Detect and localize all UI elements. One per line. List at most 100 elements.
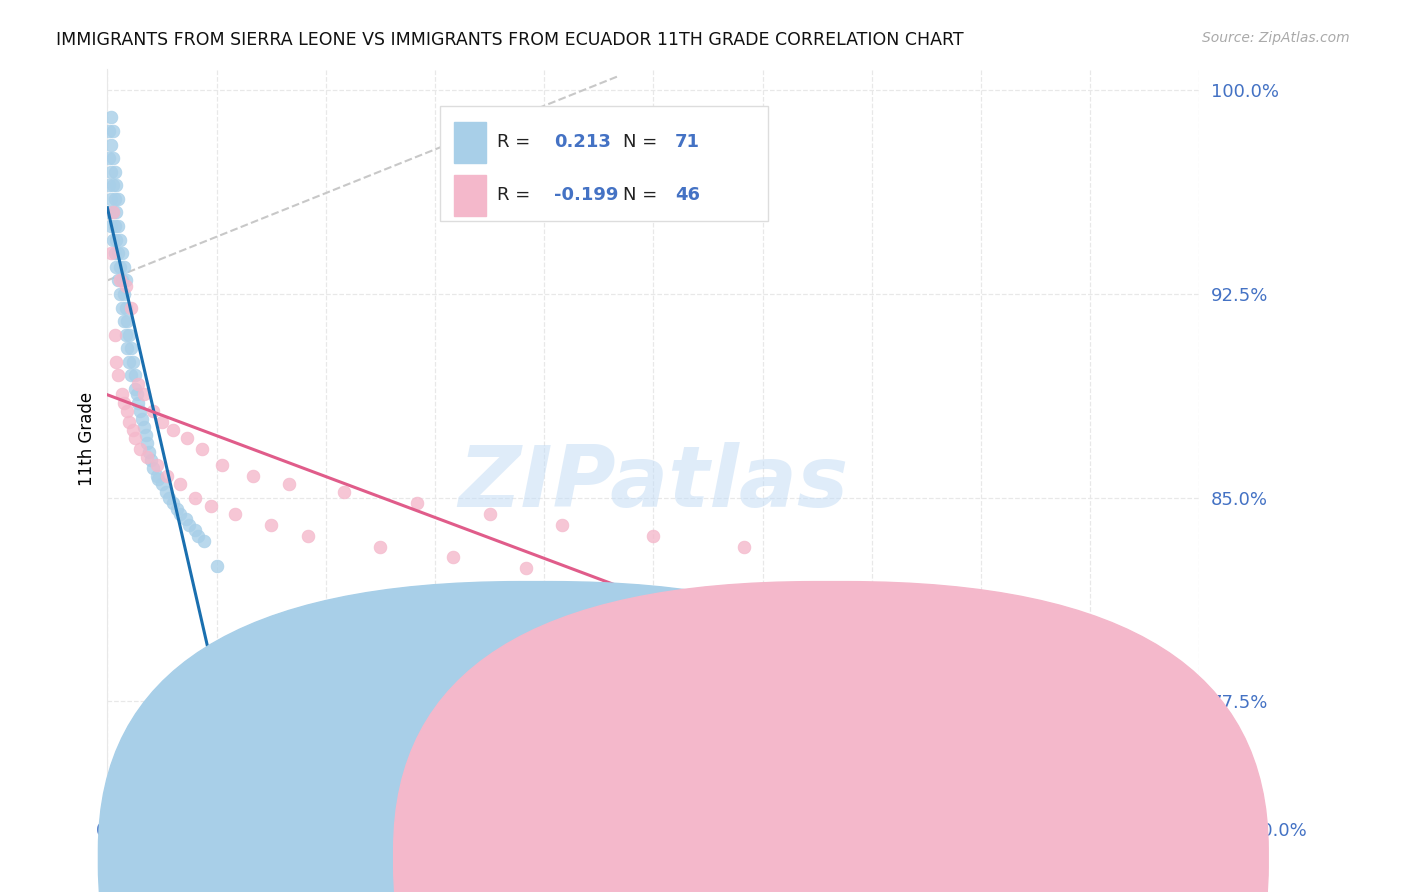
Point: [118, 327, 141, 342]
Point: [405, 496, 427, 510]
Point: [156, 469, 179, 483]
Point: [441, 550, 464, 565]
Point: [135, 428, 157, 442]
Point: [515, 561, 537, 575]
Point: [157, 491, 180, 505]
Point: [101, 233, 124, 247]
Point: [333, 485, 356, 500]
Point: [176, 431, 198, 445]
Point: [150, 477, 173, 491]
Text: Source: ZipAtlas.com: Source: ZipAtlas.com: [1202, 31, 1350, 45]
Point: [150, 415, 173, 429]
Point: [125, 387, 148, 401]
Point: [108, 233, 131, 247]
Point: [111, 273, 134, 287]
Text: 0.213: 0.213: [554, 134, 610, 152]
Point: [107, 246, 129, 260]
Text: N =: N =: [623, 134, 662, 152]
Point: [101, 178, 124, 193]
Point: [114, 273, 136, 287]
Point: [155, 485, 177, 500]
FancyBboxPatch shape: [440, 105, 768, 220]
Point: [166, 501, 188, 516]
Point: [370, 540, 392, 554]
Point: [104, 246, 127, 260]
Point: [101, 205, 124, 219]
Point: [98, 124, 121, 138]
Point: [105, 355, 128, 369]
Point: [114, 278, 136, 293]
Point: [111, 301, 134, 315]
Point: [101, 151, 124, 165]
Point: [136, 450, 159, 464]
Point: [187, 529, 209, 543]
Point: [114, 301, 136, 315]
Point: [100, 219, 122, 233]
Point: [169, 507, 191, 521]
Point: [108, 287, 131, 301]
Point: [200, 499, 222, 513]
Text: ZIPatlas: ZIPatlas: [458, 442, 848, 525]
Y-axis label: 11th Grade: 11th Grade: [79, 392, 96, 486]
Point: [142, 404, 165, 418]
Text: 60.0%: 60.0%: [1251, 822, 1308, 840]
Point: [174, 512, 197, 526]
Text: 0.0%: 0.0%: [96, 822, 141, 840]
Point: [107, 368, 129, 383]
Point: [112, 395, 135, 409]
Text: -0.199: -0.199: [554, 186, 619, 204]
Point: [104, 165, 127, 179]
Point: [184, 491, 207, 505]
Point: [120, 301, 142, 315]
Point: [100, 165, 122, 179]
Text: Immigrants from Ecuador: Immigrants from Ecuador: [852, 851, 1057, 865]
Point: [118, 415, 141, 429]
Point: [145, 469, 167, 483]
Point: [127, 395, 149, 409]
Point: [118, 355, 141, 369]
Text: 71: 71: [675, 134, 700, 152]
Text: R =: R =: [498, 186, 536, 204]
Point: [733, 540, 755, 554]
Point: [100, 111, 122, 125]
Point: [114, 327, 136, 342]
Point: [124, 368, 146, 383]
Point: [105, 205, 128, 219]
Point: [121, 355, 143, 369]
Text: IMMIGRANTS FROM SIERRA LEONE VS IMMIGRANTS FROM ECUADOR 11TH GRADE CORRELATION C: IMMIGRANTS FROM SIERRA LEONE VS IMMIGRAN…: [56, 31, 965, 49]
Point: [111, 387, 134, 401]
Point: [98, 205, 121, 219]
Point: [643, 529, 665, 543]
Point: [136, 436, 159, 450]
Point: [107, 219, 129, 233]
Point: [191, 442, 214, 456]
Point: [139, 452, 162, 467]
Point: [100, 137, 122, 152]
Point: [127, 376, 149, 391]
Point: [1097, 735, 1119, 749]
Point: [108, 260, 131, 274]
Point: [105, 233, 128, 247]
Point: [551, 517, 574, 532]
Point: [162, 496, 184, 510]
Point: [120, 368, 142, 383]
Point: [108, 273, 131, 287]
Point: [297, 529, 319, 543]
Point: [121, 423, 143, 437]
Point: [138, 444, 160, 458]
Point: [100, 246, 122, 260]
Point: [112, 314, 135, 328]
Point: [278, 477, 301, 491]
Point: [169, 477, 191, 491]
Text: 46: 46: [675, 186, 700, 204]
Bar: [454, 175, 486, 216]
Point: [142, 460, 165, 475]
Point: [162, 423, 184, 437]
Point: [101, 205, 124, 219]
Point: [124, 431, 146, 445]
Point: [224, 507, 246, 521]
Point: [101, 124, 124, 138]
Point: [129, 442, 152, 456]
Point: [193, 534, 215, 549]
Point: [105, 178, 128, 193]
